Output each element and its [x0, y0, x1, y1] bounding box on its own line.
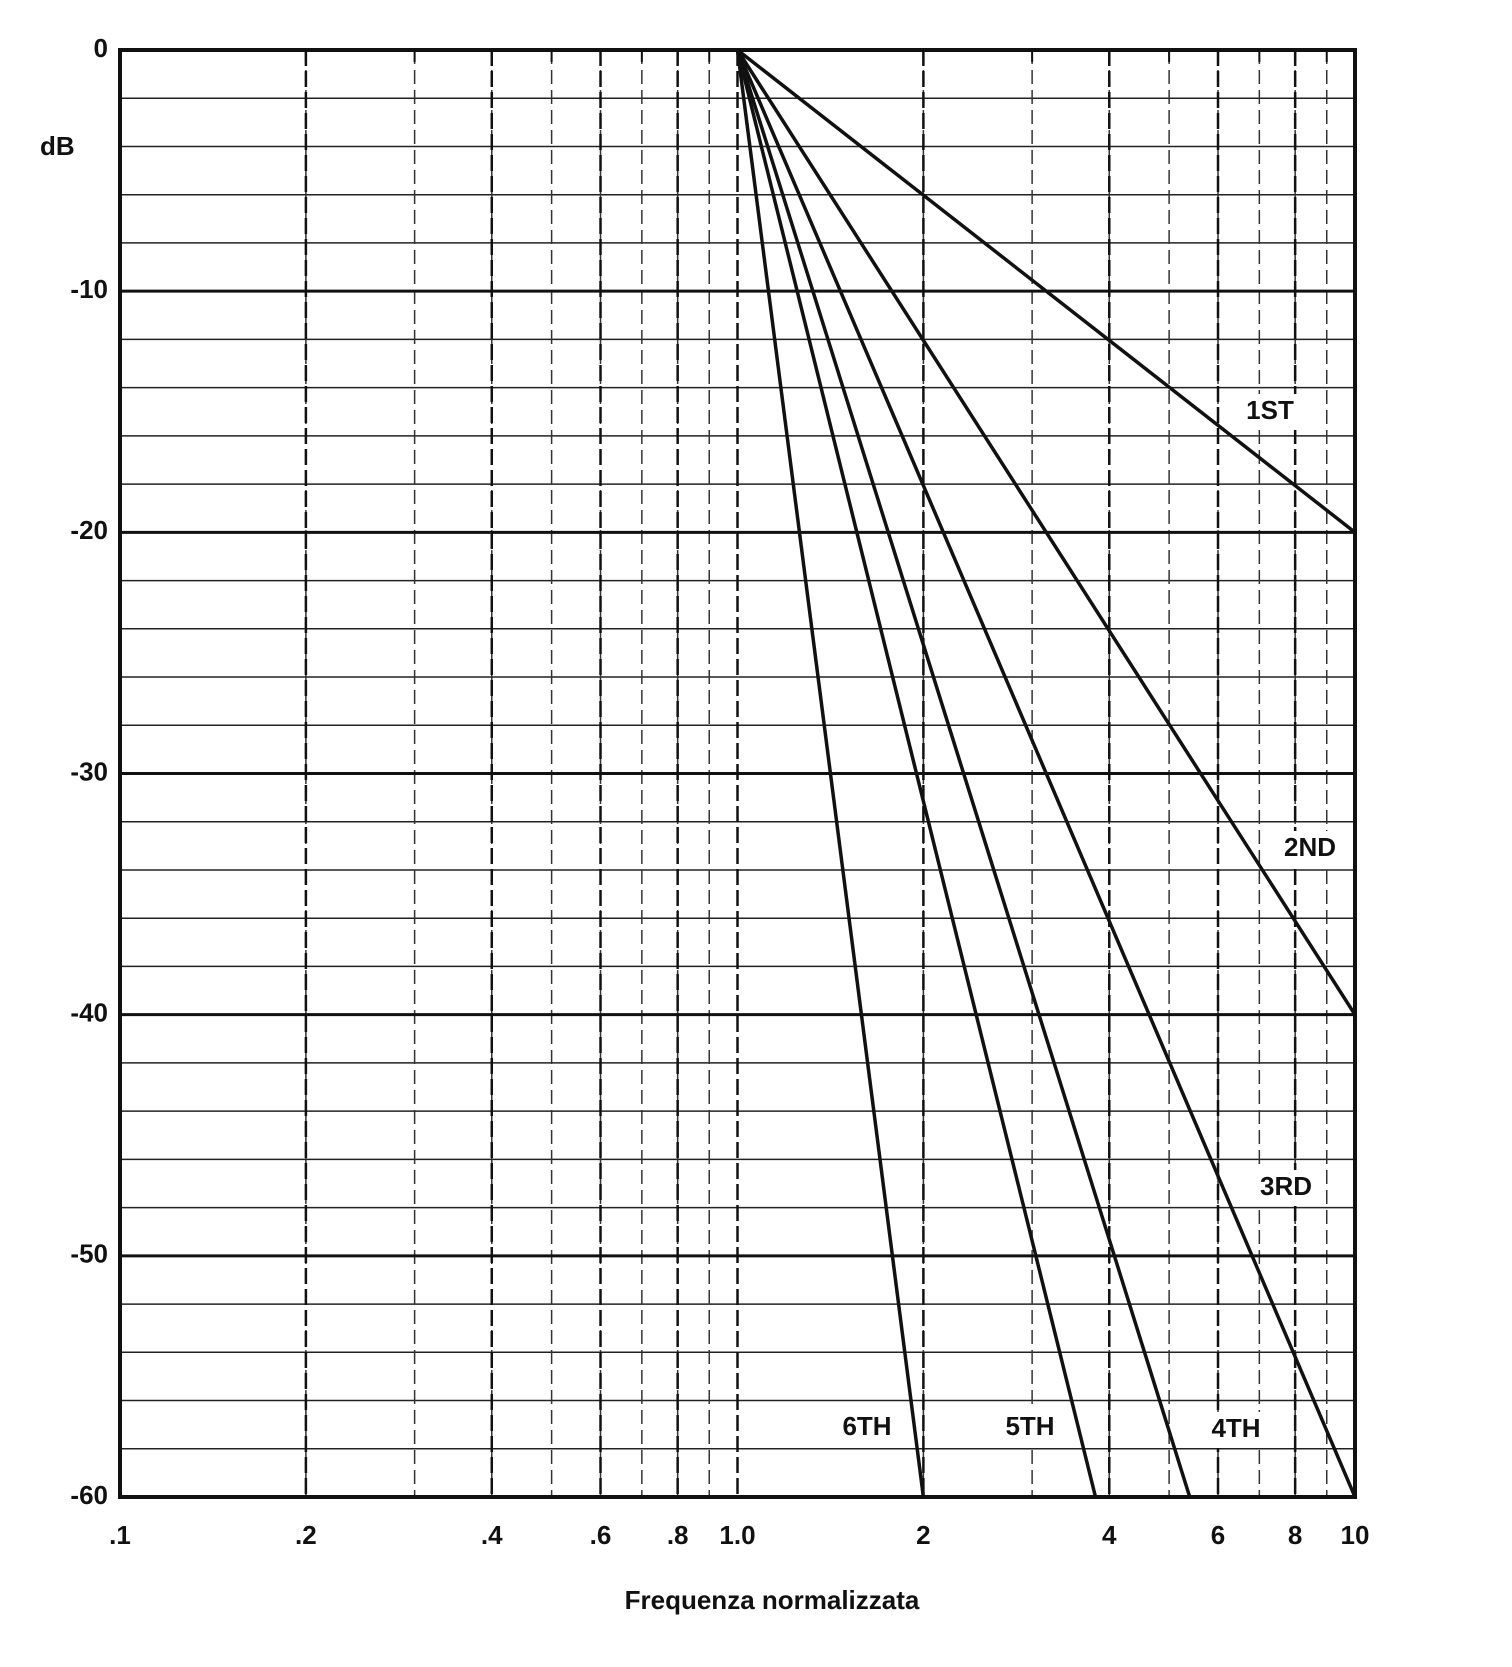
- x-tick-label: .6: [590, 1520, 612, 1550]
- series-line: [735, 49, 1192, 1498]
- y-tick-label: -10: [70, 274, 108, 304]
- x-tick-label: 8: [1288, 1520, 1302, 1550]
- x-tick-label: .1: [109, 1520, 131, 1550]
- series-line: [735, 49, 1098, 1498]
- label-bg: [1230, 394, 1310, 430]
- x-tick-label: .2: [295, 1520, 317, 1550]
- x-tick-label: 2: [916, 1520, 930, 1550]
- y-tick-label: -50: [70, 1239, 108, 1269]
- y-tick-label: -20: [70, 515, 108, 545]
- y-tick-label: 0: [94, 33, 108, 63]
- series-line: [735, 49, 1357, 1498]
- y-tick-label: -60: [70, 1480, 108, 1510]
- x-tick-label: 1.0: [719, 1520, 755, 1550]
- x-axis-label: Frequenza normalizzata: [625, 1585, 920, 1615]
- label-bg: [990, 1410, 1070, 1446]
- label-bg: [1246, 1170, 1326, 1206]
- label-bg: [1270, 831, 1350, 867]
- y-tick-label: -30: [70, 756, 108, 786]
- x-tick-label: 4: [1102, 1520, 1117, 1550]
- series-label: 2ND: [1284, 832, 1336, 862]
- x-tick-label: .4: [481, 1520, 503, 1550]
- x-tick-label: 6: [1211, 1520, 1225, 1550]
- y-axis-label: dB: [40, 131, 75, 161]
- y-tick-label: -40: [70, 998, 108, 1028]
- label-bg: [827, 1410, 907, 1446]
- series-label: 4TH: [1211, 1413, 1260, 1443]
- x-tick-label: .8: [667, 1520, 689, 1550]
- series-label: 3RD: [1260, 1171, 1312, 1201]
- series-line: [736, 48, 1357, 534]
- series-label: 6TH: [842, 1411, 891, 1441]
- series-label: 1ST: [1246, 395, 1294, 425]
- series-line: [736, 49, 1357, 1016]
- x-tick-label: 10: [1341, 1520, 1370, 1550]
- series-label: 5TH: [1005, 1411, 1054, 1441]
- series-line: [735, 49, 926, 1498]
- label-bg: [1196, 1412, 1276, 1448]
